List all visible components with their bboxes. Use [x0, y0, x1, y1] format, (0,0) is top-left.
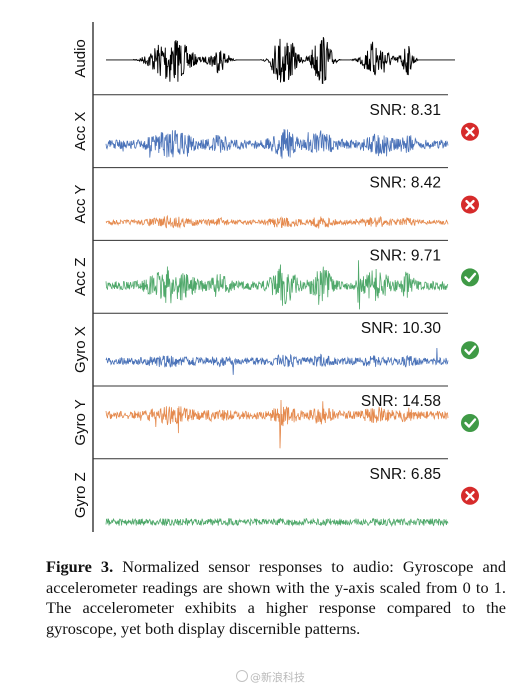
- caption-label: Figure 3.: [46, 557, 114, 576]
- panel-label: Gyro Y: [72, 399, 89, 445]
- watermark-text: @新浪科技: [250, 671, 305, 684]
- signal-trace: [105, 347, 449, 375]
- signal-trace: [105, 129, 449, 159]
- check-icon: [461, 268, 479, 287]
- watermark: @新浪科技: [236, 669, 305, 685]
- signal-trace: [105, 517, 449, 527]
- signal-trace: [105, 260, 449, 310]
- panel-acc-z: Acc Z SNR: 9.71: [72, 239, 479, 310]
- weibo-logo-icon: [236, 670, 248, 682]
- panel-label: Acc X: [72, 112, 89, 151]
- sensor-response-figure: Audio Acc X SNR: 8.31 Acc Y SNR: 8.42 Acc Z SN…: [72, 22, 479, 532]
- figure-caption: Figure 3. Normalized sensor responses to…: [46, 557, 506, 639]
- panel-label: Gyro Z: [72, 472, 89, 518]
- panel-label: Acc Z: [72, 258, 89, 296]
- signal-trace: [106, 37, 455, 85]
- signal-trace: [105, 399, 449, 449]
- check-icon: [461, 341, 479, 360]
- snr-label: SNR: 8.42: [369, 175, 441, 192]
- snr-label: SNR: 14.58: [361, 393, 441, 410]
- panel-gyro-x: Gyro X SNR: 10.30: [72, 312, 479, 375]
- signal-trace: [105, 214, 449, 229]
- caption-text: Normalized sensor responses to audio: Gy…: [46, 557, 506, 638]
- panel-label: Gyro X: [72, 326, 89, 373]
- snr-label: SNR: 10.30: [361, 320, 442, 337]
- cross-icon: [461, 122, 479, 141]
- check-icon: [461, 414, 479, 432]
- snr-label: SNR: 9.71: [369, 247, 441, 264]
- panel-gyro-y: Gyro Y SNR: 14.58: [72, 385, 479, 449]
- panel-acc-y: Acc Y SNR: 8.42: [72, 167, 479, 229]
- snr-label: SNR: 6.85: [369, 466, 441, 483]
- panel-label: Audio: [72, 39, 89, 77]
- cross-icon: [461, 195, 479, 214]
- panel-label: Acc Y: [72, 185, 89, 224]
- panel-gyro-z: Gyro Z SNR: 6.85: [72, 458, 479, 527]
- panel-acc-x: Acc X SNR: 8.31: [72, 94, 479, 159]
- snr-label: SNR: 8.31: [369, 102, 441, 119]
- panel-audio: Audio: [72, 37, 455, 85]
- cross-icon: [461, 486, 479, 505]
